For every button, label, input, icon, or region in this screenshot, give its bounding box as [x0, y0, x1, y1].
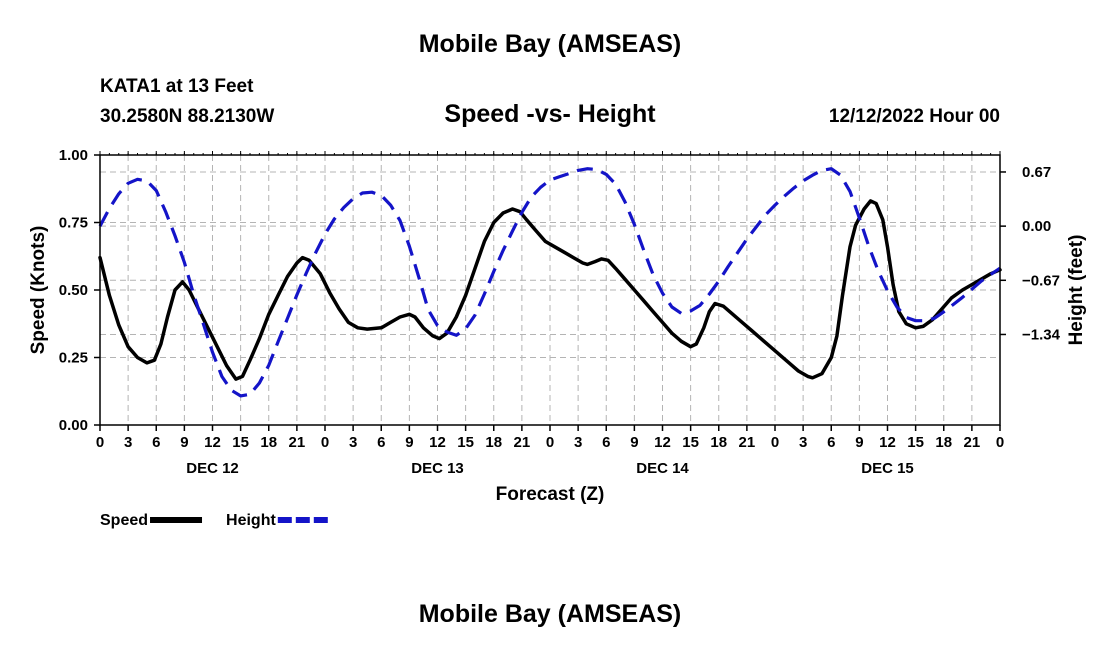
series-lines — [98, 167, 1002, 398]
day-label: DEC 14 — [636, 460, 689, 477]
y-right-tick-label: 0.00 — [1022, 218, 1051, 235]
x-tick-label: 12 — [429, 434, 446, 451]
x-tick-label: 0 — [321, 434, 329, 451]
chart-subtitle: Speed -vs- Height — [444, 100, 656, 128]
grid-lines — [100, 155, 1000, 425]
legend-label-height: Height — [226, 512, 276, 529]
x-tick-label: 12 — [879, 434, 896, 451]
x-tick-label: 6 — [602, 434, 610, 451]
x-tick-label: 9 — [630, 434, 638, 451]
legend: Speed Height — [100, 512, 330, 529]
x-tick-label: 21 — [289, 434, 306, 451]
x-tick-label: 9 — [855, 434, 863, 451]
y-left-axis-title: Speed (Knots) — [28, 226, 49, 355]
second-chart-title: Mobile Bay (AMSEAS) — [418, 600, 682, 628]
y-left-tick-label: 0.25 — [59, 350, 88, 367]
x-tick-label: 9 — [405, 434, 413, 451]
x-tick-label: 9 — [180, 434, 188, 451]
x-tick-label: 21 — [964, 434, 981, 451]
x-tick-label: 15 — [907, 434, 924, 451]
x-tick-label: 21 — [739, 434, 756, 451]
x-tick-label: 6 — [827, 434, 835, 451]
y-right-tick-label: −0.67 — [1022, 272, 1060, 289]
x-tick-label: 3 — [349, 434, 357, 451]
x-tick-label: 15 — [232, 434, 249, 451]
x-axis-title: Forecast (Z) — [496, 484, 605, 505]
x-tick-label: 21 — [514, 434, 531, 451]
forecast-datetime: 12/12/2022 Hour 00 — [828, 106, 1000, 127]
axis-ticks — [94, 151, 1006, 431]
day-label: DEC 13 — [411, 460, 464, 477]
y-left-tick-label: 0.75 — [59, 215, 88, 232]
x-tick-label: 18 — [710, 434, 727, 451]
x-tick-label: 0 — [546, 434, 554, 451]
legend-label-speed: Speed — [100, 512, 148, 529]
x-tick-label: 3 — [124, 434, 132, 451]
x-tick-label: 3 — [574, 434, 582, 451]
x-tick-label: 3 — [799, 434, 807, 451]
day-label: DEC 15 — [861, 460, 914, 477]
x-tick-label: 6 — [377, 434, 385, 451]
y-left-tick-label: 0.00 — [59, 417, 88, 434]
y-right-tick-label: 0.67 — [1022, 164, 1051, 181]
series-line-speed — [98, 199, 1002, 381]
y-left-tick-label: 0.50 — [59, 282, 88, 299]
x-tick-label: 0 — [771, 434, 779, 451]
x-tick-label: 15 — [682, 434, 699, 451]
station-coordinates: 30.2580N 88.2130W — [100, 106, 275, 127]
x-tick-label: 18 — [260, 434, 277, 451]
x-tick-label: 18 — [485, 434, 502, 451]
tick-labels: 0 3 6 9 12 15 18 21 0 3 6 9 12 15 18 21 0 3 6 9 12 15 18 21 0 3 6 9… — [28, 147, 1087, 505]
x-tick-label: 0 — [96, 434, 104, 451]
series-line-height — [98, 167, 1001, 398]
x-tick-label: 0 — [996, 434, 1004, 451]
x-tick-label: 12 — [204, 434, 221, 451]
y-right-axis-title: Height (feet) — [1066, 235, 1087, 346]
day-label: DEC 12 — [186, 460, 239, 477]
x-tick-label: 12 — [654, 434, 671, 451]
x-tick-label: 15 — [457, 434, 474, 451]
x-tick-label: 6 — [152, 434, 160, 451]
y-right-tick-label: −1.34 — [1022, 326, 1061, 343]
chart-main-title: Mobile Bay (AMSEAS) — [418, 30, 682, 58]
y-left-tick-label: 1.00 — [59, 147, 88, 164]
station-label: KATA1 at 13 Feet — [100, 76, 254, 97]
x-tick-label: 18 — [935, 434, 952, 451]
